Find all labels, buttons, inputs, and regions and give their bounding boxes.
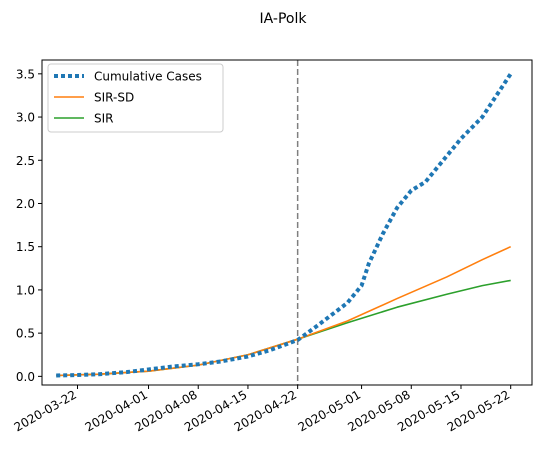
series-line-cumulative-cases <box>56 72 513 378</box>
y-tick-label: 0.0 <box>16 370 35 384</box>
series-layer <box>56 60 513 385</box>
chart-title: IA-Polk <box>260 11 308 27</box>
y-axis: 0.0 0.5 1.0 1.5 2.0 2.5 3.0 3.5 <box>16 67 42 384</box>
y-tick-label: 0.5 <box>16 327 35 341</box>
series-line-sir-sd <box>56 245 512 377</box>
y-tick-label: 3.0 <box>16 111 35 125</box>
y-tick-label: 2.0 <box>16 197 35 211</box>
plot-frame <box>41 59 533 386</box>
y-tick-label: 1.0 <box>16 283 35 297</box>
legend-label: SIR <box>94 112 114 126</box>
legend: Cumulative Cases SIR-SD SIR <box>47 63 224 133</box>
legend-label: SIR-SD <box>94 91 134 105</box>
series-line-sir <box>56 279 511 377</box>
plot-area <box>56 60 513 385</box>
x-tick-label: 2020-03-22 <box>12 387 79 434</box>
x-axis: 2020-03-22 2020-04-012020-04-082020-04-15… <box>12 385 512 434</box>
legend-label: Cumulative Cases <box>94 70 202 84</box>
y-tick-label: 2.5 <box>16 154 35 168</box>
y-tick-label: 1.5 <box>16 240 35 254</box>
y-tick-label: 3.5 <box>16 67 35 81</box>
legend-box <box>47 63 224 133</box>
